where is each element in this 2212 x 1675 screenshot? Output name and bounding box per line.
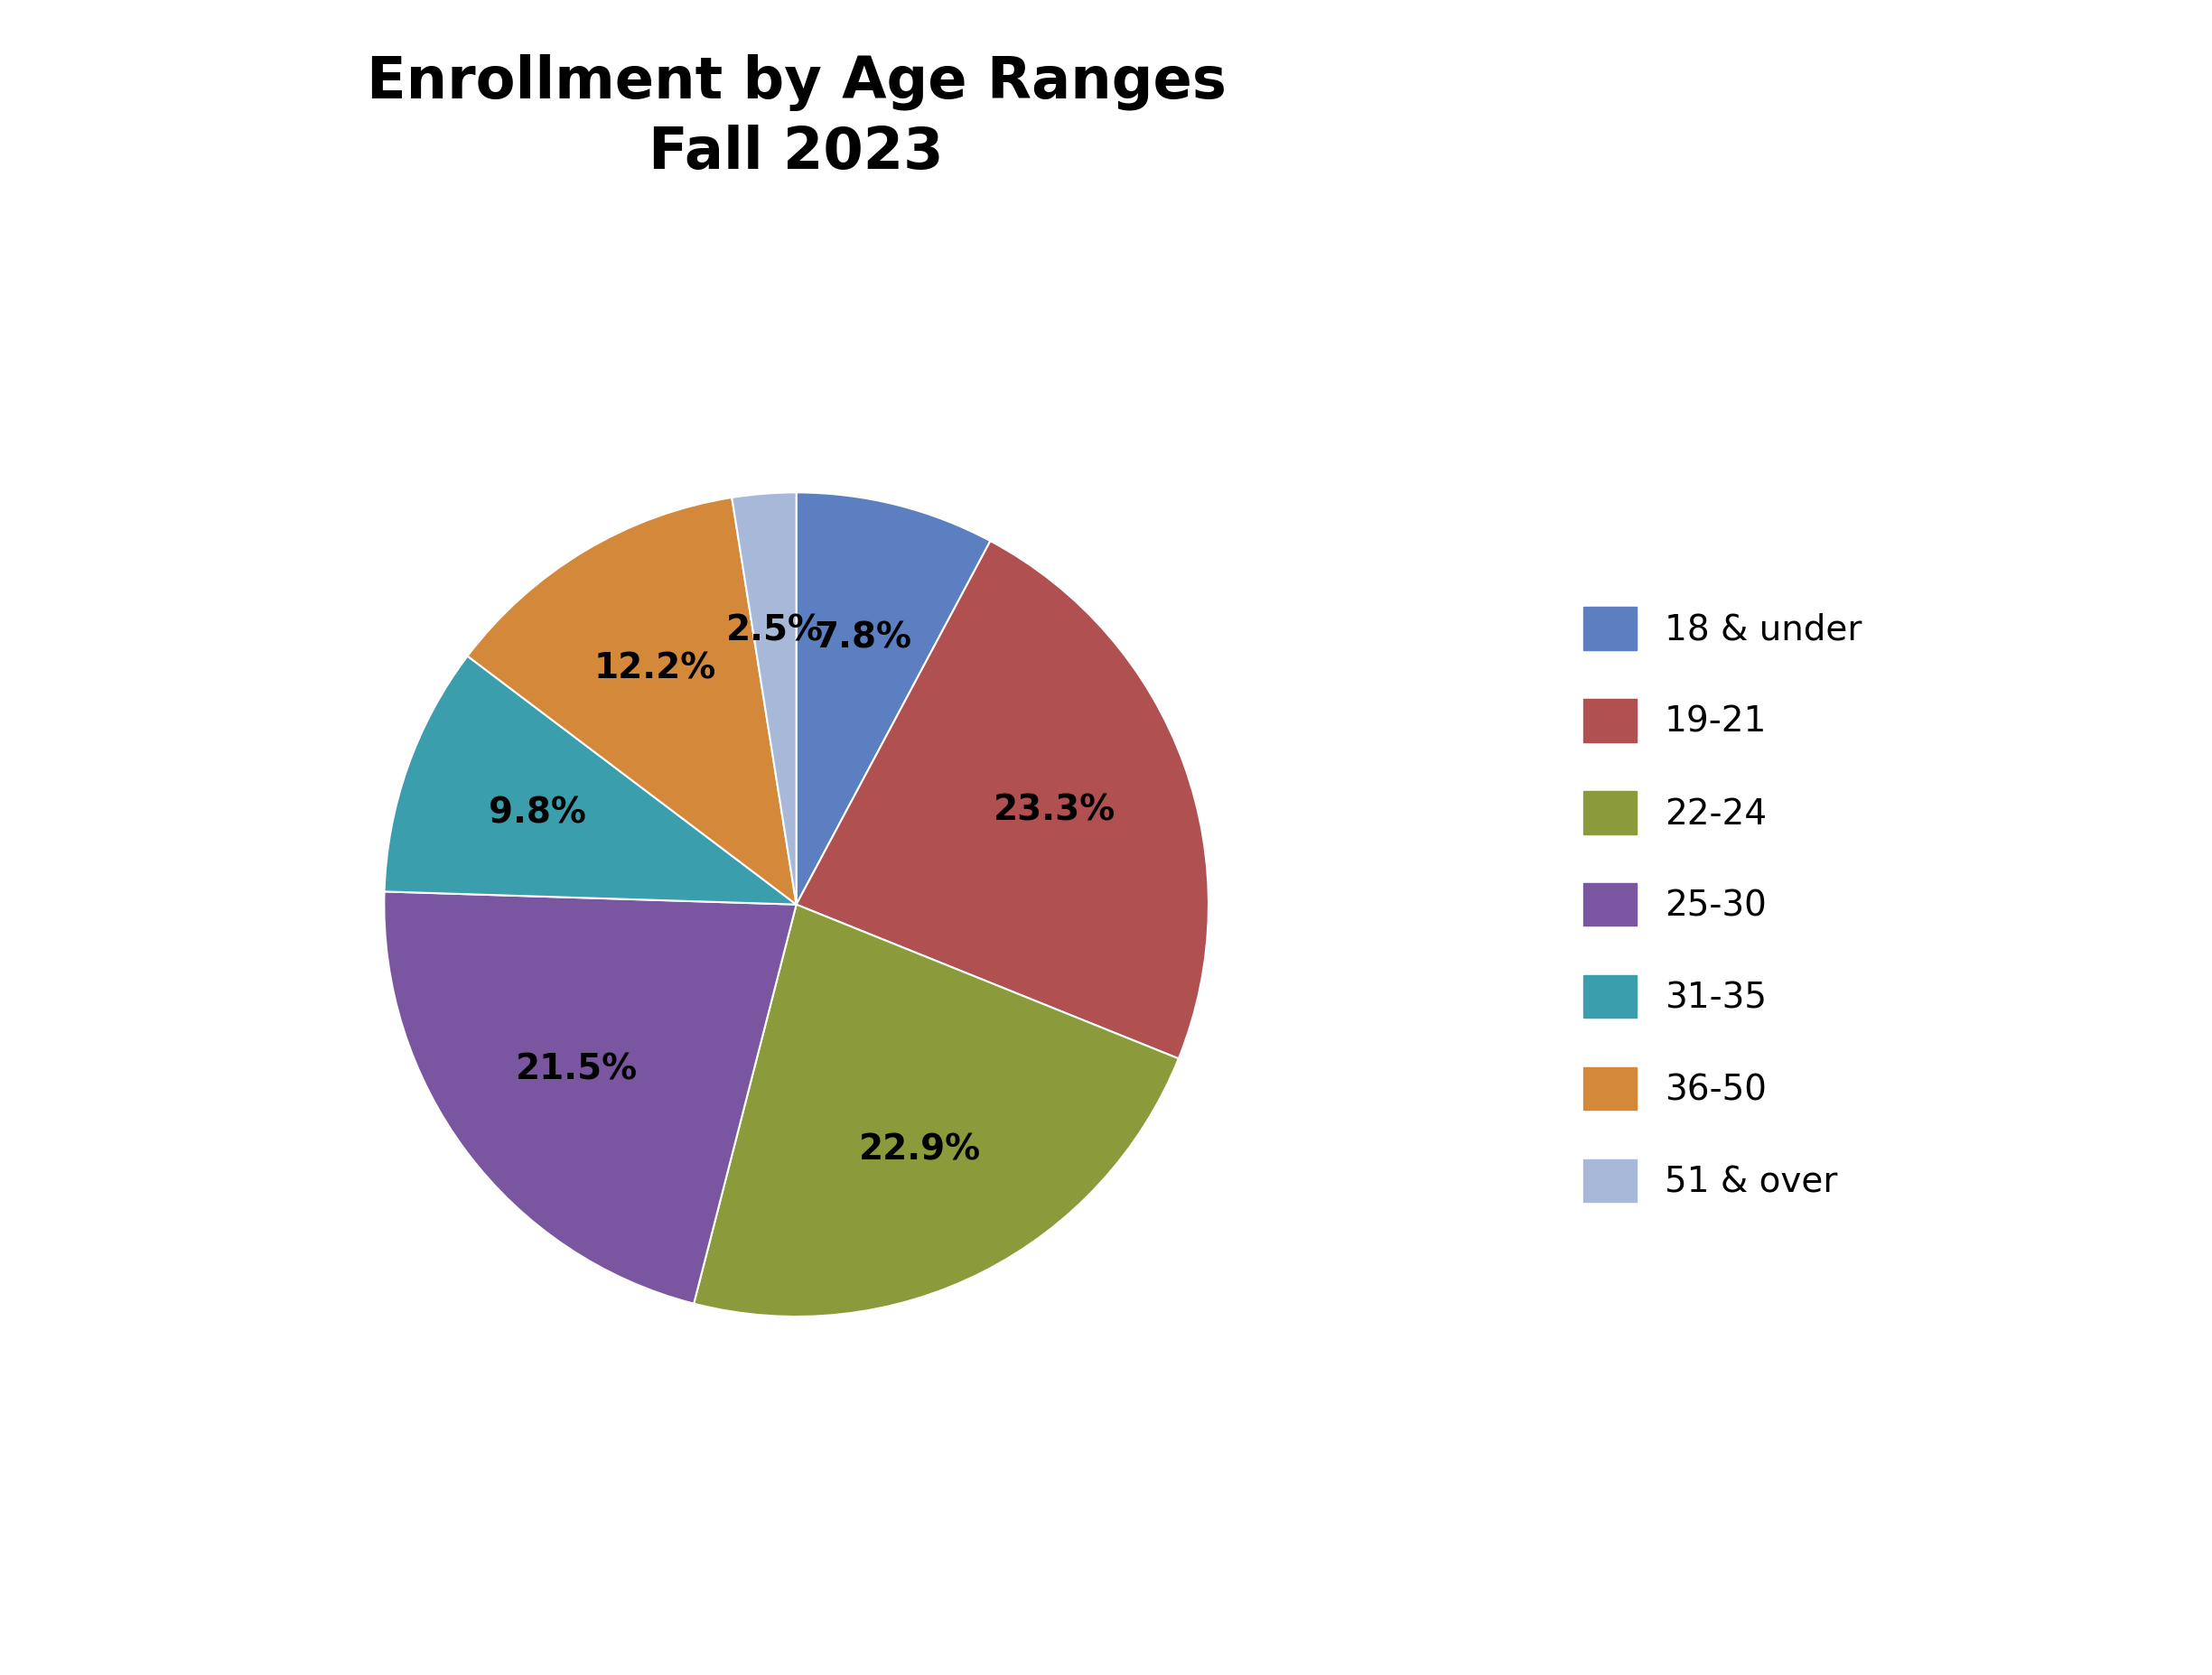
Wedge shape [796, 492, 991, 904]
Text: 7.8%: 7.8% [814, 621, 911, 655]
Wedge shape [467, 497, 796, 904]
Text: 23.3%: 23.3% [993, 794, 1115, 827]
Legend: 18 & under, 19-21, 22-24, 25-30, 31-35, 36-50, 51 & over: 18 & under, 19-21, 22-24, 25-30, 31-35, … [1571, 593, 1876, 1216]
Wedge shape [385, 657, 796, 904]
Wedge shape [796, 541, 1208, 1059]
Text: 22.9%: 22.9% [858, 1132, 982, 1167]
Wedge shape [385, 891, 796, 1303]
Text: 12.2%: 12.2% [593, 652, 717, 687]
Text: Enrollment by Age Ranges
Fall 2023: Enrollment by Age Ranges Fall 2023 [367, 54, 1225, 181]
Text: 21.5%: 21.5% [515, 1052, 637, 1087]
Wedge shape [695, 904, 1179, 1317]
Text: 2.5%: 2.5% [726, 613, 823, 648]
Wedge shape [732, 492, 796, 904]
Text: 9.8%: 9.8% [489, 796, 586, 831]
